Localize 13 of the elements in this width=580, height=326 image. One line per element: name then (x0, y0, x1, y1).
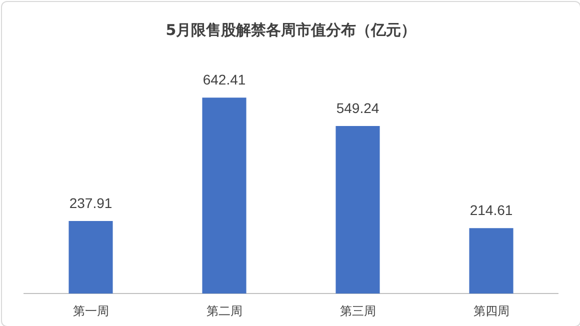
x-tick-label: 第一周 (72, 304, 109, 318)
x-tick-label: 第三周 (340, 304, 376, 318)
chart-title: 5月限售股解禁各周市值分布（亿元） (166, 20, 416, 39)
x-tick-label: 第四周 (473, 304, 510, 318)
bar (68, 221, 113, 294)
x-tick-label: 第二周 (206, 304, 242, 318)
bar (336, 126, 380, 294)
data-label: 214.61 (470, 202, 513, 218)
data-label: 549.24 (336, 100, 380, 116)
data-label: 642.41 (202, 71, 246, 88)
data-label: 237.91 (69, 194, 112, 211)
bar (202, 98, 246, 294)
bar (469, 228, 514, 294)
